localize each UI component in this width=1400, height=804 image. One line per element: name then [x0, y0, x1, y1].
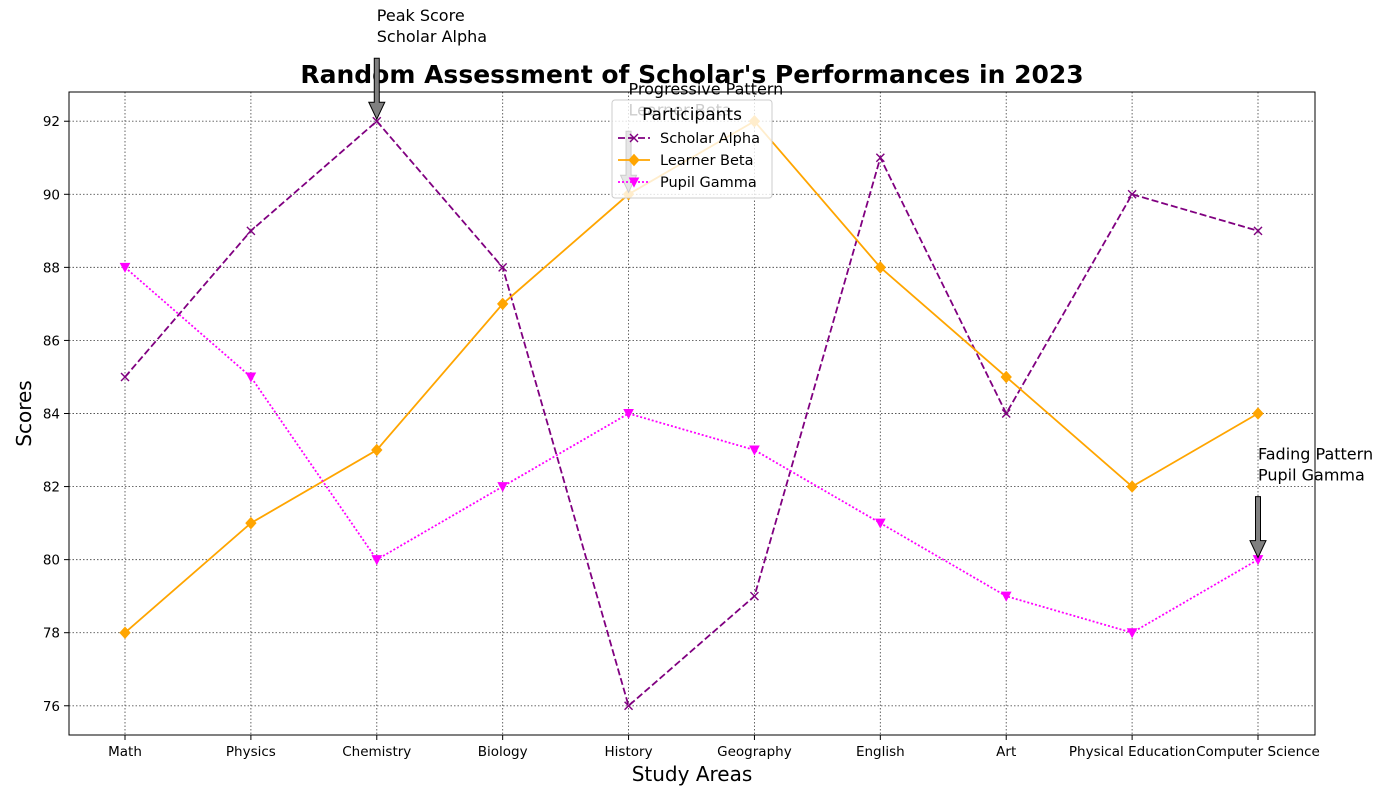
- x-tick-label: Geography: [717, 744, 792, 760]
- legend-label: Learner Beta: [660, 153, 753, 169]
- data-point: [496, 297, 509, 311]
- annotation-text: Peak Score: [377, 6, 465, 25]
- data-point: [372, 116, 382, 126]
- data-point: [119, 626, 131, 639]
- data-point: [1001, 409, 1011, 418]
- data-point: [246, 226, 256, 236]
- x-tick-label: Math: [108, 744, 142, 760]
- y-axis-label: Scores: [12, 380, 36, 446]
- legend-item: Learner Beta: [618, 153, 753, 169]
- data-point: [120, 372, 130, 382]
- legend-marker: [628, 153, 640, 167]
- legend-marker: [628, 177, 640, 188]
- y-tick-label: 86: [43, 333, 60, 349]
- data-point: [1126, 480, 1138, 493]
- data-point: [497, 482, 508, 493]
- series-line: [124, 119, 1259, 708]
- data-point: [874, 261, 887, 274]
- x-tick-label: Physics: [226, 744, 276, 760]
- axis-ticks: Math Physics Chemistry Biology History Geogra…: [43, 114, 1320, 760]
- y-tick-label: 92: [43, 114, 60, 130]
- data-point: [1000, 370, 1012, 384]
- data-point: [875, 518, 886, 529]
- x-tick-label: Computer Science: [1196, 744, 1320, 760]
- data-point: [119, 262, 131, 273]
- data-point: [371, 555, 383, 566]
- x-tick-label: English: [856, 744, 905, 760]
- data-point: [245, 372, 257, 383]
- annotation-text: Pupil Gamma: [1258, 466, 1365, 485]
- data-point: [1127, 189, 1137, 199]
- x-tick-label: Physical Education: [1069, 744, 1195, 760]
- series-3: [119, 262, 1264, 639]
- annotation-text: Scholar Alpha: [377, 27, 487, 46]
- x-tick-label: Art: [996, 744, 1016, 760]
- data-point: [749, 591, 759, 601]
- y-tick-label: 82: [43, 480, 60, 496]
- annotation: Fading Pattern Pupil Gamma: [1249, 445, 1373, 559]
- x-tick-label: History: [605, 744, 653, 760]
- x-tick-label: Chemistry: [342, 744, 411, 760]
- legend: Participants Scholar Alpha Learner Beta Pup…: [611, 99, 773, 199]
- data-point: [623, 409, 634, 420]
- y-tick-label: 90: [43, 187, 60, 203]
- y-tick-label: 84: [43, 407, 60, 423]
- data-point: [1126, 628, 1138, 639]
- data-point: [1000, 591, 1012, 602]
- data-point: [245, 516, 257, 530]
- y-tick-label: 80: [43, 553, 60, 569]
- data-point: [875, 153, 885, 163]
- annotation-text: Progressive Pattern: [629, 79, 784, 98]
- legend-marker: [629, 133, 639, 143]
- legend-title: Participants: [642, 105, 742, 125]
- legend-label: Pupil Gamma: [660, 175, 757, 191]
- annotation-text: Fading Pattern: [1258, 445, 1373, 464]
- y-tick-label: 88: [43, 260, 60, 276]
- data-point: [749, 445, 760, 456]
- x-axis-label: Study Areas: [632, 762, 753, 786]
- annotation: Peak Score Scholar Alpha: [367, 6, 487, 121]
- chart-title: Random Assessment of Scholar's Performan…: [300, 60, 1083, 89]
- legend-box: [611, 99, 773, 199]
- annotation-arrow: [367, 57, 386, 121]
- data-point: [371, 443, 383, 457]
- data-point: [624, 701, 634, 711]
- legend-label: Scholar Alpha: [660, 131, 760, 147]
- y-tick-label: 76: [43, 699, 60, 715]
- y-tick-label: 78: [43, 626, 60, 642]
- data-point: [498, 262, 508, 272]
- legend-item: Pupil Gamma: [618, 175, 757, 191]
- series-layer: [119, 114, 1264, 711]
- data-point: [1253, 226, 1263, 236]
- series-1: [120, 116, 1263, 711]
- x-tick-label: Biology: [478, 744, 528, 760]
- series-line: [124, 266, 1259, 634]
- data-point: [1252, 407, 1264, 420]
- annotation-arrow: [1249, 496, 1267, 559]
- legend-item: Scholar Alpha: [618, 131, 760, 147]
